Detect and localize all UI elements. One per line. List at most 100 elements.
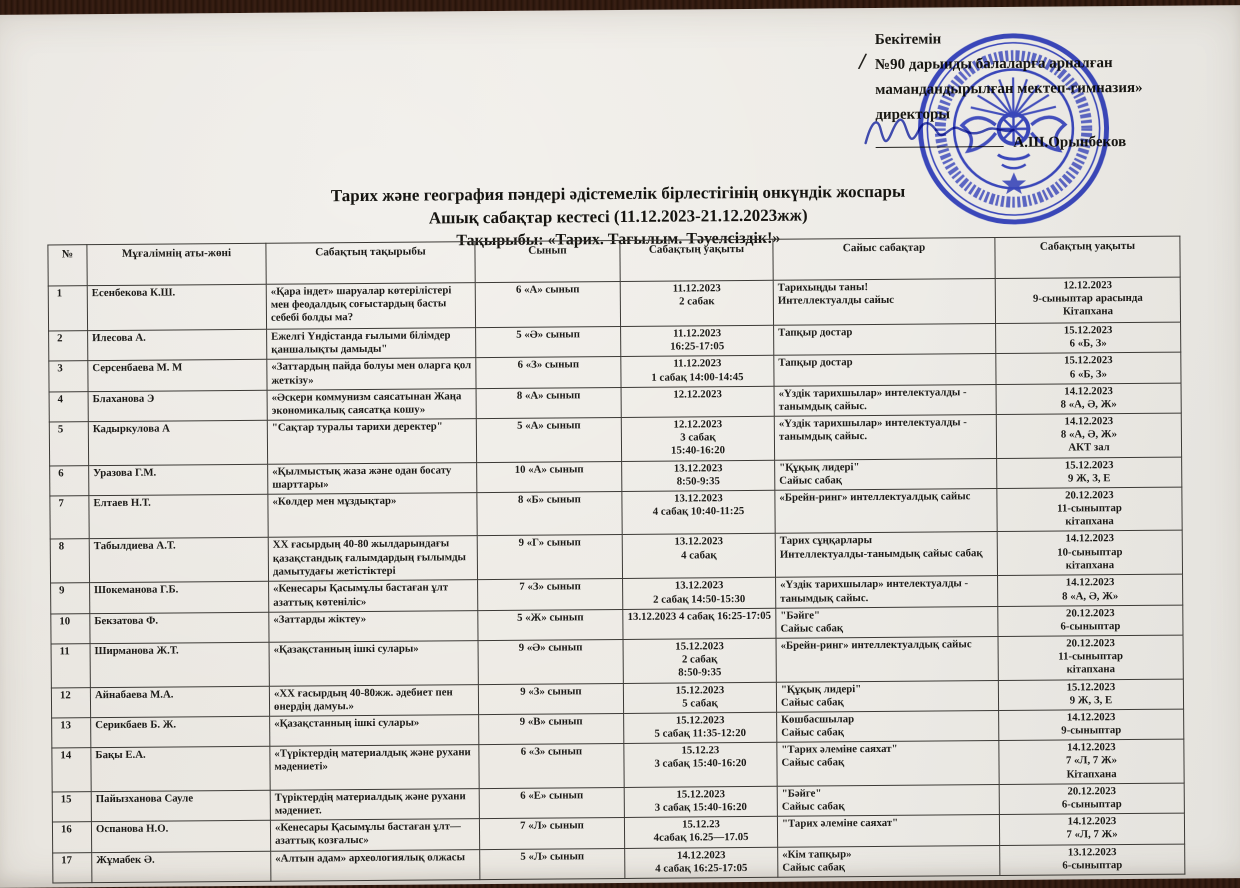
table-cell: 6 xyxy=(49,465,89,496)
table-cell: 8 xyxy=(50,539,90,584)
table-cell: 14.12.2023 9-сыныптар xyxy=(998,709,1184,741)
table-cell: 9 «Г» сынып xyxy=(477,534,623,581)
schedule-table: № Мұғалімнің аты-жөні Сабақтың тақырыбы Сын… xyxy=(47,236,1185,884)
table-cell: Блаханова Э xyxy=(88,389,268,422)
table-cell: «Заттардың пайда болуы мен оларга қол же… xyxy=(266,357,477,390)
table-cell: Тарих сұңқарлары Интеллектуалды-танымдық… xyxy=(775,531,998,578)
table-cell: 8 «Б» сынып xyxy=(476,491,623,537)
table-cell: 13 xyxy=(51,717,91,749)
table-cell: 11.12.2023 2 сабак xyxy=(620,280,774,327)
table-cell: 15.12.2023 3 сабақ 15:40-16:20 xyxy=(624,786,778,818)
table-cell: 15 xyxy=(52,791,92,823)
table-cell: 13.12.2023 4 сабақ 16:25-17:05 xyxy=(622,608,777,640)
table-cell: Тарихыңды таны! Интеллектуалды сайыс xyxy=(773,278,996,326)
director-name: А.Ш.Орынбеков xyxy=(1013,134,1127,151)
table-cell: "Тарих әлеміне саяхат" Сайыс сабақ xyxy=(776,740,1000,787)
table-cell: 11.12.2023 16:25-17:05 xyxy=(620,325,774,357)
approval-line: директоры xyxy=(875,106,951,123)
table-cell: 17 xyxy=(52,852,92,883)
table-cell: Бекзатова Ф. xyxy=(89,612,270,644)
approval-block: / Бекітемін №90 дарынды балаларға арналғ… xyxy=(857,25,1221,157)
table-cell: 15.12.2023 6 «Б, З» xyxy=(995,322,1181,354)
table-header-cell: Мұғалімнің аты-жөні xyxy=(86,243,267,286)
table-cell: 13.12.2023 4 сабақ 10:40-11:25 xyxy=(621,490,776,535)
table-cell: 20.12.2023 11-сыныптар кітапхана xyxy=(996,486,1183,532)
signature-line xyxy=(864,118,1015,148)
table-cell: 13.12.2023 6-сыныптар xyxy=(999,843,1185,876)
table-cell: «Заттарды жіктеу» xyxy=(268,610,479,643)
table-cell: Тапқыр достар xyxy=(773,353,997,386)
table-cell: Көшбасшылар Сайыс сабақ xyxy=(776,710,999,743)
table-cell: 15.12.2023 5 сабақ xyxy=(623,681,777,714)
table-cell: Елтаев Н.Т. xyxy=(88,494,269,540)
table-cell: "Құқық лидері" Сайыс сабақ xyxy=(774,458,997,491)
table-cell: «Үздік тарихшылар» интелектуалды - таным… xyxy=(774,384,997,417)
table-cell: "Құқық лидері" Сайыс сабақ xyxy=(776,680,999,713)
table-cell: Тапқыр достар xyxy=(773,323,996,356)
table-cell: 8 «А» сынып xyxy=(476,387,622,419)
document-page: / Бекітемін №90 дарынды балаларға арналғ… xyxy=(0,5,1240,888)
table-cell: Уразова Г.М. xyxy=(88,463,268,496)
table-cell: «Кенесары Қасымұлы бастаған ұлт—азаттық … xyxy=(270,818,480,851)
table-cell: «Көлдер мен мұздықтар» xyxy=(267,492,478,538)
table-cell: Илесова А. xyxy=(87,329,267,362)
table-cell: «Қазақстанның ішкі сулары» xyxy=(269,714,479,747)
table-cell: 14.12.2023 7 «Л, 7 Ж» xyxy=(999,813,1185,846)
table-cell: 9 «З» сынып xyxy=(478,683,624,715)
table-cell: "Бәйге" Сайыс сабақ xyxy=(775,606,999,639)
table-cell: 5 xyxy=(49,421,89,466)
table-cell: «Кім тапқыр» Сайыс сабақ xyxy=(777,845,1000,878)
schedule-table-body: 1 Есенбекова К.Ш. «Қара індет» шаруалар кө… xyxy=(48,277,1185,883)
table-cell: «Брейн-ринг» интеллектуалдық сайыс xyxy=(774,488,998,534)
table-cell: 13.12.2023 4 сабақ xyxy=(622,533,776,579)
table-cell: 15.12.2023 2 сабақ 8:50-9:35 xyxy=(623,638,777,684)
table-cell: Табылдиева А.Т. xyxy=(89,537,269,584)
table-cell: 20.12.2023 6-сыныптар xyxy=(997,604,1183,637)
table-cell: «Қылмыстық жаза және одан босату шарттар… xyxy=(267,462,477,495)
table-cell: Жұмабек Ә. xyxy=(91,850,271,883)
table-cell: 14.12.2023 8 «А, Ә, Ж» АКТ зал xyxy=(996,413,1182,459)
table-cell: 15.12.23 4сабақ 16.25—17.05 xyxy=(624,816,778,848)
table-cell: 15.12.23 3 сабақ 15:40-16:20 xyxy=(623,742,778,788)
signature-row: А.Ш.Орынбеков xyxy=(864,118,1221,157)
table-header-cell: Сынып xyxy=(474,240,621,283)
table-cell: «Алтын адам» археологиялық олжасы xyxy=(270,849,480,882)
table-cell: "Тарих әлеміне саяхат" xyxy=(777,814,1000,847)
table-cell: 10 «А» сынып xyxy=(476,461,622,493)
table-cell: 6 «Е» сынып xyxy=(479,787,625,819)
table-cell: 14.12.2023 10-сыныптар кітапхана xyxy=(997,530,1183,576)
table-cell: «Қазақстанның ішкі сулары» xyxy=(269,640,479,686)
table-cell: 9 xyxy=(50,583,90,614)
approval-line: Бекітемін xyxy=(874,31,942,48)
table-cell: 20.12.2023 11-сыныптар кітапхана xyxy=(998,635,1184,681)
table-cell: «ХХ ғасырдың 40-80жж. әдебиет пен өнерді… xyxy=(269,684,479,717)
table-cell: 14.12.2023 7 «Л, 7 Ж» Кітапхана xyxy=(998,739,1185,785)
table-cell: 12.12.2023 9-сыныптар арасында Кітапхана xyxy=(995,277,1181,324)
table-cell: 9 «Ә» сынып xyxy=(478,639,624,685)
table-cell: 12.12.2023 3 сабақ 15:40-16:20 xyxy=(621,416,775,462)
table-cell: 6 «З» сынып xyxy=(475,356,622,389)
table-cell: Ежелгі Үндістанда ғылыми білімдер қаншал… xyxy=(266,327,476,360)
table-cell: 7 xyxy=(49,495,90,540)
table-cell: "Бәйге" Сайыс сабақ xyxy=(777,784,1000,817)
table-header-cell: Сайыс сабақтар xyxy=(772,237,996,281)
table-cell: 5 «Л» сынып xyxy=(479,847,625,880)
table-cell: «Үздік тарихшылар» интелектуалды - таным… xyxy=(775,575,998,609)
table-cell: 5 «Ә» сынып xyxy=(475,326,621,358)
table-cell: 20.12.2023 6-сыныптар xyxy=(999,782,1185,815)
table-cell: «Қара індет» шаруалар көтерілістері мен … xyxy=(266,282,476,330)
table-cell: Шокеманова Г.Б. xyxy=(89,581,269,614)
table-cell: Серсенбаева М. М xyxy=(87,359,268,392)
table-cell: Айнабаева М.А. xyxy=(90,685,270,718)
table-cell: «Үздік тарихшылар» интелектуалды - таным… xyxy=(774,414,997,460)
table-cell: 15.12.2023 6 «Б, З» xyxy=(995,352,1182,385)
table-cell: 1 xyxy=(48,285,88,331)
table-cell: 10 xyxy=(50,613,91,645)
table-cell: Ширманова Ж.Т. xyxy=(90,642,270,688)
table-cell: 14.12.2023 8 «А, Ә, Ж» xyxy=(997,574,1183,607)
table-cell: 16 xyxy=(52,821,92,853)
table-cell: 12 xyxy=(51,687,91,718)
table-cell: 15.12.2023 9 Ж, З, Е xyxy=(996,456,1182,489)
table-cell: 11 xyxy=(51,643,91,688)
table-cell: 5 «Ж» сынып xyxy=(477,609,624,641)
